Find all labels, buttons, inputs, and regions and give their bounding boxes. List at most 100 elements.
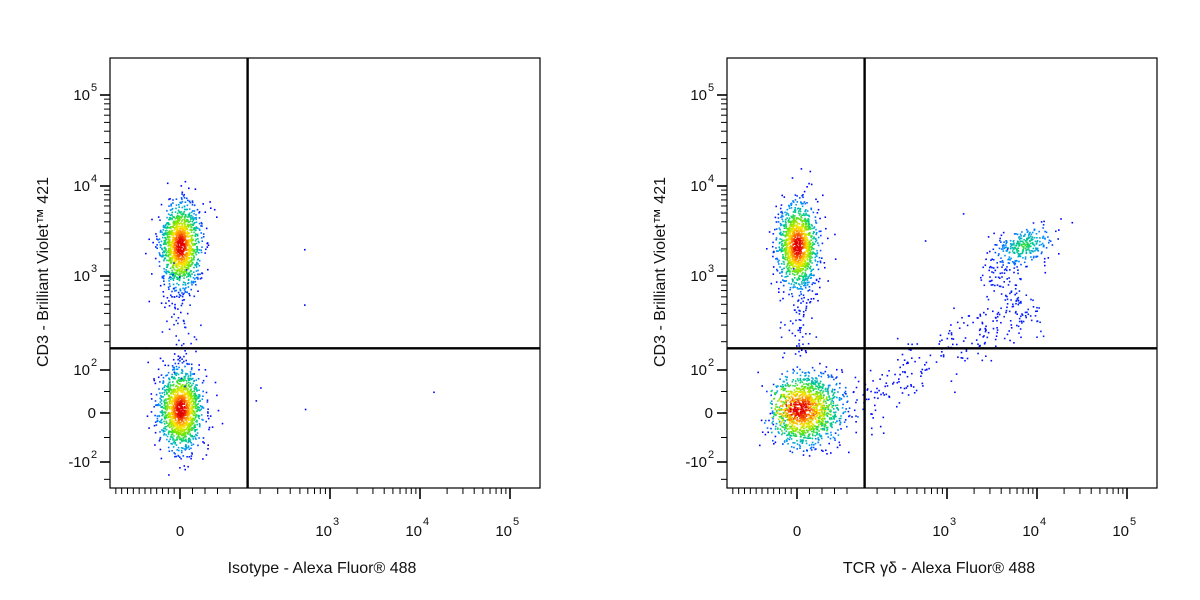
data-point [817, 403, 820, 405]
data-point [183, 322, 186, 325]
data-point [182, 231, 185, 233]
data-point [159, 421, 162, 424]
data-point [815, 431, 817, 434]
data-point [167, 251, 170, 254]
data-point [184, 377, 186, 379]
data-point [187, 278, 190, 281]
data-point [180, 414, 183, 417]
data-point [784, 235, 787, 238]
data-point [815, 418, 817, 421]
data-point [172, 381, 174, 383]
data-point [200, 324, 202, 327]
data-point [806, 281, 809, 284]
data-point [781, 395, 784, 397]
data-point [788, 431, 790, 434]
data-point [164, 408, 167, 410]
data-point [179, 396, 181, 399]
data-point [168, 390, 170, 393]
data-point [174, 224, 176, 226]
data-point [809, 253, 811, 255]
data-point [810, 207, 812, 210]
data-point [159, 392, 161, 394]
data-point [822, 450, 824, 452]
data-point [164, 430, 166, 432]
data-point [183, 223, 186, 225]
data-point [168, 235, 170, 238]
data-point [189, 389, 191, 392]
data-point [192, 224, 194, 226]
data-point [173, 313, 175, 316]
data-point [813, 444, 815, 446]
data-point [811, 430, 813, 433]
data-point [800, 202, 803, 204]
data-point [304, 304, 306, 306]
data-point [794, 209, 797, 212]
data-point [184, 411, 186, 414]
data-point [168, 328, 171, 331]
data-point [173, 238, 175, 240]
data-point [791, 261, 793, 263]
data-point [805, 229, 808, 231]
data-point [190, 428, 193, 430]
data-point [793, 239, 796, 241]
data-point [159, 284, 162, 287]
data-point [183, 412, 185, 414]
data-point [796, 195, 798, 197]
data-point [163, 399, 166, 401]
data-point [194, 430, 196, 433]
data-point [178, 411, 180, 413]
data-point [800, 239, 803, 242]
data-point [171, 302, 173, 305]
data-point [200, 237, 203, 239]
data-point [802, 450, 805, 452]
data-point [186, 235, 188, 237]
data-point [168, 378, 171, 381]
data-point [799, 284, 801, 286]
data-point [180, 418, 182, 421]
data-point [180, 234, 183, 236]
data-point [826, 429, 828, 432]
data-point [195, 265, 198, 267]
data-point [191, 419, 193, 421]
data-point [794, 219, 797, 222]
data-point [189, 224, 192, 226]
data-point [209, 201, 211, 203]
data-point [163, 250, 166, 252]
data-point [191, 408, 193, 410]
data-point [781, 234, 783, 236]
data-point [794, 208, 797, 211]
data-point [801, 416, 804, 418]
data-point [184, 413, 186, 415]
data-point [803, 239, 806, 242]
data-point [796, 273, 798, 276]
data-point [182, 417, 185, 419]
data-point [200, 221, 203, 224]
data-point [177, 308, 179, 310]
data-point [187, 267, 190, 269]
data-point [811, 413, 813, 416]
data-point [175, 412, 177, 415]
data-point [169, 254, 171, 256]
data-point [180, 266, 182, 269]
data-point [181, 214, 184, 216]
data-point [808, 414, 810, 417]
data-point [182, 415, 184, 417]
data-point [194, 229, 197, 232]
data-point [795, 248, 797, 251]
data-point [163, 259, 165, 262]
data-point [801, 214, 803, 216]
data-point [190, 457, 192, 460]
data-point [181, 384, 184, 386]
data-point [165, 271, 168, 273]
data-point [255, 400, 258, 402]
data-point [174, 442, 176, 445]
data-point [198, 264, 201, 267]
data-point [805, 245, 807, 247]
data-point [802, 267, 804, 270]
data-point [795, 218, 798, 221]
data-point [162, 276, 164, 279]
data-point [827, 391, 829, 393]
data-point [179, 394, 182, 397]
data-point [181, 264, 184, 267]
data-point [186, 456, 188, 458]
